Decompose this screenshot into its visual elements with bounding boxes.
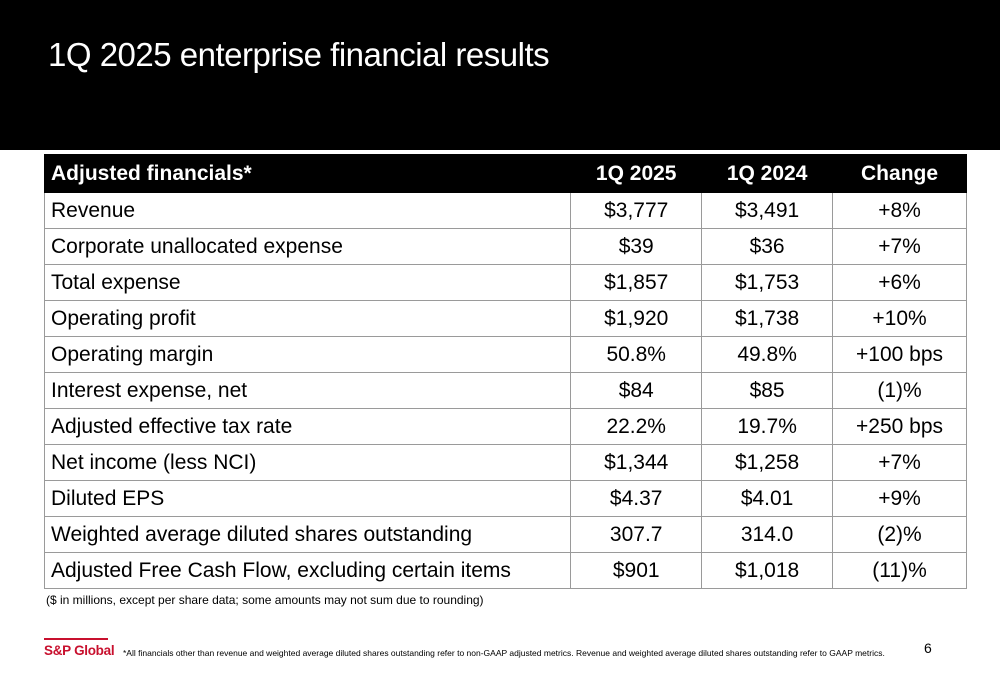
table-header-row: Adjusted financials* 1Q 2025 1Q 2024 Cha…: [43, 154, 967, 193]
cell-1q2025: $39: [570, 228, 703, 265]
table-row: Net income (less NCI) $1,344 $1,258 +7%: [43, 444, 967, 481]
slide-title: 1Q 2025 enterprise financial results: [48, 36, 550, 73]
cell-change: +250 bps: [832, 408, 967, 445]
cell-1q2024: $3,491: [701, 192, 834, 229]
header-1q2025: 1Q 2025: [570, 154, 703, 193]
table-row: Adjusted effective tax rate 22.2% 19.7% …: [43, 408, 967, 445]
footnote: *All financials other than revenue and w…: [123, 648, 885, 658]
adjusted-financials-table: Adjusted financials* 1Q 2025 1Q 2024 Cha…: [43, 154, 967, 589]
cell-1q2024: 19.7%: [701, 408, 834, 445]
row-label: Weighted average diluted shares outstand…: [43, 516, 572, 553]
table-row: Corporate unallocated expense $39 $36 +7…: [43, 228, 967, 265]
row-label: Revenue: [43, 192, 572, 229]
header-metric: Adjusted financials*: [43, 154, 572, 193]
table-row: Adjusted Free Cash Flow, excluding certa…: [43, 552, 967, 589]
cell-1q2025: $1,857: [570, 264, 703, 301]
cell-1q2025: $1,920: [570, 300, 703, 337]
cell-1q2024: $36: [701, 228, 834, 265]
cell-change: +6%: [832, 264, 967, 301]
cell-1q2025: $4.37: [570, 480, 703, 517]
row-label: Total expense: [43, 264, 572, 301]
cell-change: +8%: [832, 192, 967, 229]
cell-1q2025: 22.2%: [570, 408, 703, 445]
header-1q2024: 1Q 2024: [701, 154, 834, 193]
cell-change: +7%: [832, 444, 967, 481]
cell-change: (2)%: [832, 516, 967, 553]
cell-change: +9%: [832, 480, 967, 517]
cell-1q2024: 49.8%: [701, 336, 834, 373]
row-label: Corporate unallocated expense: [43, 228, 572, 265]
cell-1q2024: 314.0: [701, 516, 834, 553]
table-row: Operating margin 50.8% 49.8% +100 bps: [43, 336, 967, 373]
cell-1q2025: $3,777: [570, 192, 703, 229]
cell-1q2024: $1,738: [701, 300, 834, 337]
table-row: Diluted EPS $4.37 $4.01 +9%: [43, 480, 967, 517]
cell-1q2024: $1,753: [701, 264, 834, 301]
row-label: Adjusted effective tax rate: [43, 408, 572, 445]
cell-change: +10%: [832, 300, 967, 337]
cell-1q2024: $1,018: [701, 552, 834, 589]
sp-global-logo: S&P Global: [44, 638, 115, 658]
cell-change: (11)%: [832, 552, 967, 589]
row-label: Operating margin: [43, 336, 572, 373]
row-label: Operating profit: [43, 300, 572, 337]
row-label: Diluted EPS: [43, 480, 572, 517]
cell-1q2025: $901: [570, 552, 703, 589]
table-row: Weighted average diluted shares outstand…: [43, 516, 967, 553]
cell-1q2025: $1,344: [570, 444, 703, 481]
cell-1q2025: 50.8%: [570, 336, 703, 373]
table-note: ($ in millions, except per share data; s…: [46, 593, 484, 607]
cell-change: +100 bps: [832, 336, 967, 373]
cell-1q2024: $4.01: [701, 480, 834, 517]
cell-change: +7%: [832, 228, 967, 265]
header-change: Change: [832, 154, 967, 193]
table-row: Operating profit $1,920 $1,738 +10%: [43, 300, 967, 337]
cell-1q2024: $1,258: [701, 444, 834, 481]
table-row: Total expense $1,857 $1,753 +6%: [43, 264, 967, 301]
row-label: Adjusted Free Cash Flow, excluding certa…: [43, 552, 572, 589]
logo-rule: [44, 638, 108, 640]
table-row: Interest expense, net $84 $85 (1)%: [43, 372, 967, 409]
logo-text: S&P Global: [44, 643, 115, 658]
row-label: Net income (less NCI): [43, 444, 572, 481]
cell-1q2025: 307.7: [570, 516, 703, 553]
cell-1q2025: $84: [570, 372, 703, 409]
table-row: Revenue $3,777 $3,491 +8%: [43, 192, 967, 229]
row-label: Interest expense, net: [43, 372, 572, 409]
title-banner: 1Q 2025 enterprise financial results: [0, 0, 1000, 150]
cell-change: (1)%: [832, 372, 967, 409]
cell-1q2024: $85: [701, 372, 834, 409]
page-number: 6: [924, 640, 932, 656]
